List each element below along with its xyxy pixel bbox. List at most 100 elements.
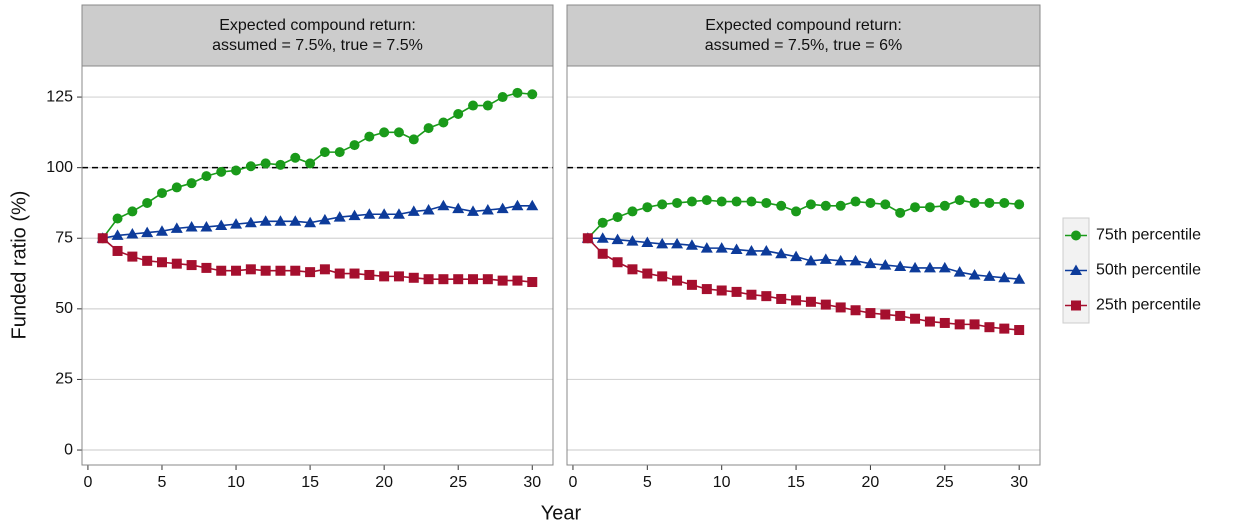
- x-tick-label: 15: [301, 474, 319, 491]
- marker: [437, 199, 450, 211]
- marker: [319, 264, 330, 275]
- marker: [938, 261, 951, 273]
- marker: [1014, 199, 1025, 210]
- marker: [334, 147, 345, 158]
- panel: [82, 66, 553, 465]
- marker: [835, 302, 846, 313]
- marker: [612, 212, 623, 223]
- marker: [127, 206, 138, 217]
- marker: [834, 254, 847, 266]
- marker: [170, 222, 183, 233]
- marker: [686, 279, 697, 290]
- marker: [378, 208, 391, 219]
- marker: [468, 100, 479, 111]
- marker: [274, 215, 287, 226]
- marker: [924, 316, 935, 327]
- marker: [185, 220, 198, 232]
- marker: [716, 285, 727, 296]
- marker: [984, 322, 995, 333]
- marker: [701, 284, 712, 295]
- marker: [983, 270, 996, 281]
- marker: [611, 233, 624, 245]
- marker: [319, 147, 330, 158]
- marker: [657, 271, 668, 282]
- marker: [215, 219, 228, 231]
- y-tick-label: 75: [55, 229, 73, 246]
- marker: [201, 171, 212, 182]
- marker: [142, 197, 153, 208]
- x-axis-label: Year: [541, 502, 582, 524]
- marker: [642, 202, 653, 213]
- y-tick-label: 100: [46, 159, 73, 176]
- legend-label: 75th percentile: [1096, 227, 1201, 244]
- marker: [582, 233, 593, 244]
- marker: [393, 271, 404, 282]
- marker: [685, 239, 698, 250]
- x-tick-label: 20: [862, 474, 880, 491]
- marker: [761, 197, 772, 208]
- marker: [746, 196, 757, 207]
- marker: [954, 319, 965, 330]
- marker: [790, 250, 803, 262]
- marker: [497, 92, 508, 103]
- legend-label: 50th percentile: [1096, 262, 1201, 279]
- marker: [244, 216, 257, 228]
- strip: [81, 4, 554, 67]
- legend-marker: [1071, 230, 1081, 241]
- marker: [527, 89, 538, 100]
- marker: [496, 202, 509, 214]
- marker: [760, 244, 773, 256]
- marker: [407, 205, 420, 216]
- strip-subtitle: assumed = 7.5%, true = 6%: [705, 37, 902, 54]
- marker: [791, 295, 802, 306]
- marker: [290, 265, 301, 276]
- marker: [290, 152, 301, 163]
- marker: [231, 265, 242, 276]
- marker: [482, 100, 493, 111]
- marker: [349, 268, 360, 279]
- marker: [656, 237, 669, 249]
- x-tick-label: 10: [227, 474, 245, 491]
- marker: [392, 208, 405, 219]
- marker: [467, 205, 480, 216]
- x-tick-label: 30: [1010, 474, 1028, 491]
- y-tick-label: 50: [55, 300, 73, 317]
- y-tick-label: 25: [55, 371, 73, 388]
- marker: [849, 254, 862, 266]
- marker: [511, 199, 524, 211]
- marker: [999, 323, 1010, 334]
- marker: [999, 197, 1010, 208]
- x-tick-label: 25: [936, 474, 954, 491]
- marker: [746, 289, 757, 300]
- marker: [379, 127, 390, 138]
- marker: [141, 226, 154, 238]
- panel-border: [81, 65, 554, 466]
- marker: [910, 202, 921, 213]
- marker: [216, 166, 227, 177]
- marker: [468, 274, 479, 285]
- marker: [954, 195, 965, 206]
- marker: [260, 265, 271, 276]
- marker: [126, 228, 139, 239]
- marker: [186, 178, 197, 189]
- marker: [894, 260, 907, 271]
- marker: [998, 271, 1011, 283]
- strip-title: Expected compound return:: [705, 17, 902, 34]
- strip-subtitle: assumed = 7.5%, true = 7.5%: [212, 37, 423, 54]
- marker: [364, 269, 375, 280]
- marker: [275, 159, 286, 170]
- marker: [333, 211, 346, 222]
- marker: [260, 158, 271, 169]
- marker: [715, 242, 728, 253]
- marker: [275, 265, 286, 276]
- marker: [730, 243, 743, 255]
- marker: [334, 268, 345, 279]
- marker: [348, 209, 361, 221]
- marker: [969, 197, 980, 208]
- marker: [305, 158, 316, 169]
- marker: [112, 213, 123, 224]
- marker: [379, 271, 390, 282]
- marker: [865, 308, 876, 319]
- marker: [731, 196, 742, 207]
- marker: [671, 237, 684, 249]
